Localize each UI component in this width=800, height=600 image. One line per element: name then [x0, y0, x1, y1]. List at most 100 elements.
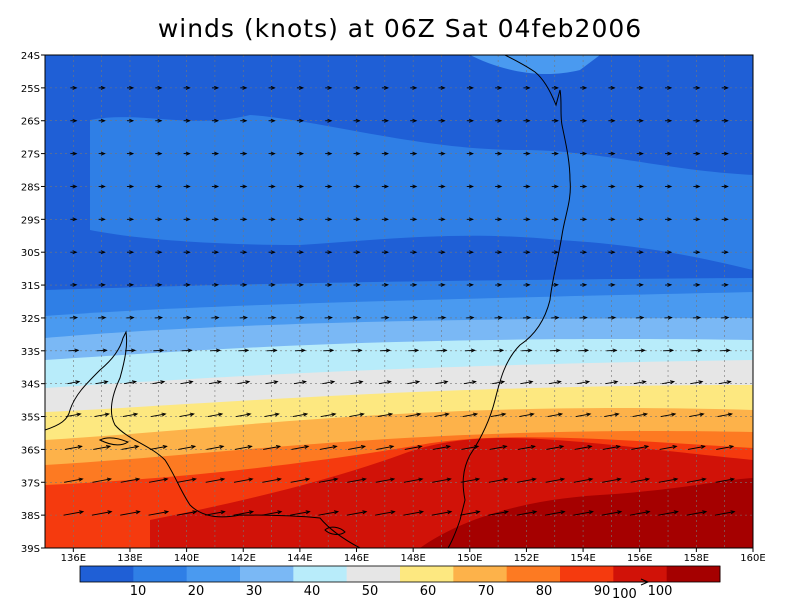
wind-vector-head — [525, 151, 531, 156]
wind-vector-head — [129, 217, 135, 222]
wind-vector — [630, 478, 650, 483]
wind-vector-head — [245, 380, 251, 385]
wind-vector-head — [383, 151, 389, 156]
lon-tick-label: 154E — [570, 553, 595, 564]
colorbar-label: 50 — [362, 584, 379, 599]
wind-vector — [405, 413, 421, 417]
wind-vector-head — [76, 412, 82, 417]
wind-vector-head — [468, 282, 474, 287]
wind-vector-head — [586, 412, 592, 417]
wind-vector — [404, 445, 422, 450]
wind-vector-head — [723, 151, 729, 156]
wind-vector — [152, 381, 165, 385]
wind-vector-head — [214, 118, 220, 123]
wind-vector-head — [475, 477, 481, 482]
wind-vector — [319, 445, 337, 450]
wind-vector-head — [248, 510, 255, 515]
wind-vector — [489, 445, 507, 450]
wind-vector-head — [303, 412, 309, 417]
wind-vector — [431, 511, 452, 516]
wind-vector-head — [330, 380, 336, 385]
wind-vector-head — [528, 380, 534, 385]
wind-vector-head — [270, 118, 276, 123]
wind-vector-head — [360, 445, 367, 449]
wind-vector-head — [270, 250, 276, 255]
wind-vector-head — [185, 184, 191, 189]
wind-vector-head — [582, 151, 588, 156]
lon-tick-label: 150E — [457, 553, 482, 564]
lon-tick-label: 140E — [174, 553, 199, 564]
wind-vector-head — [135, 510, 141, 515]
lat-tick-label: 24S — [21, 51, 40, 62]
wind-vector-head — [185, 85, 191, 90]
wind-vector-head — [723, 184, 729, 189]
wind-vector — [151, 413, 166, 417]
colorbar-label: 40 — [304, 584, 321, 599]
wind-vector — [261, 511, 282, 516]
wind-vector-head — [667, 184, 673, 189]
wind-vector-head — [189, 412, 195, 417]
wind-vector-head — [157, 217, 163, 222]
wind-vector-head — [389, 445, 395, 449]
colorbar-segment — [186, 566, 241, 582]
wind-vector-head — [100, 250, 106, 255]
wind-vector — [631, 445, 649, 450]
wind-vector-head — [271, 315, 277, 320]
wind-vectors — [63, 85, 736, 516]
wind-vector-head — [440, 184, 446, 189]
wind-vector-head — [129, 184, 135, 189]
wind-vector-head — [412, 217, 418, 222]
lat-tick-label: 34S — [21, 380, 40, 391]
wind-vector — [463, 381, 476, 385]
wind-vector — [658, 478, 678, 483]
wind-vector-head — [157, 85, 163, 90]
wind-vector-head — [726, 380, 732, 385]
wind-vector-head — [444, 412, 450, 417]
wind-vector-head — [638, 282, 644, 287]
colorbar — [79, 565, 721, 583]
wind-vector-head — [701, 477, 707, 482]
wind-vector-head — [276, 477, 282, 482]
lon-tick-label: 136E — [61, 553, 86, 564]
wind-vector-head — [525, 217, 531, 222]
wind-vector-head — [72, 151, 78, 156]
wind-vector-head — [559, 445, 565, 449]
wind-vector-head — [582, 118, 588, 123]
wind-vector — [237, 381, 250, 385]
wind-vector-head — [667, 315, 673, 320]
wind-vector-head — [305, 510, 311, 515]
wind-vector-head — [669, 380, 676, 385]
wind-vector-head — [440, 85, 446, 90]
wind-vector-head — [100, 184, 106, 189]
wind-vector-head — [475, 510, 481, 515]
wind-vector — [348, 445, 366, 450]
wind-vector — [180, 381, 193, 385]
wind-vector-head — [299, 85, 305, 90]
wind-vector-head — [638, 217, 644, 222]
wind-vector — [432, 478, 451, 483]
wind-vector-head — [502, 445, 508, 449]
wind-vector — [516, 511, 537, 516]
wind-vector-head — [273, 380, 279, 385]
wind-vector-head — [185, 151, 191, 156]
wind-vector — [120, 478, 140, 483]
wind-vector-head — [416, 412, 422, 417]
wind-vector-head — [497, 250, 503, 255]
wind-vector-head — [587, 445, 593, 449]
wind-vector — [375, 478, 395, 483]
wind-vector-head — [185, 282, 191, 287]
wind-vector-head — [642, 412, 649, 417]
wind-vector-head — [332, 445, 338, 449]
wind-vector — [687, 445, 705, 450]
wind-vector — [122, 413, 138, 417]
wind-vector — [686, 511, 707, 516]
wind-vector — [121, 445, 139, 450]
colorbar-segment — [346, 566, 401, 582]
wind-vector — [318, 511, 339, 516]
wind-vector-head — [384, 315, 390, 320]
lat-tick-label: 27S — [21, 150, 40, 161]
wind-vector-head — [582, 250, 588, 255]
wind-vector-head — [270, 282, 276, 287]
wind-vector-head — [588, 477, 594, 482]
